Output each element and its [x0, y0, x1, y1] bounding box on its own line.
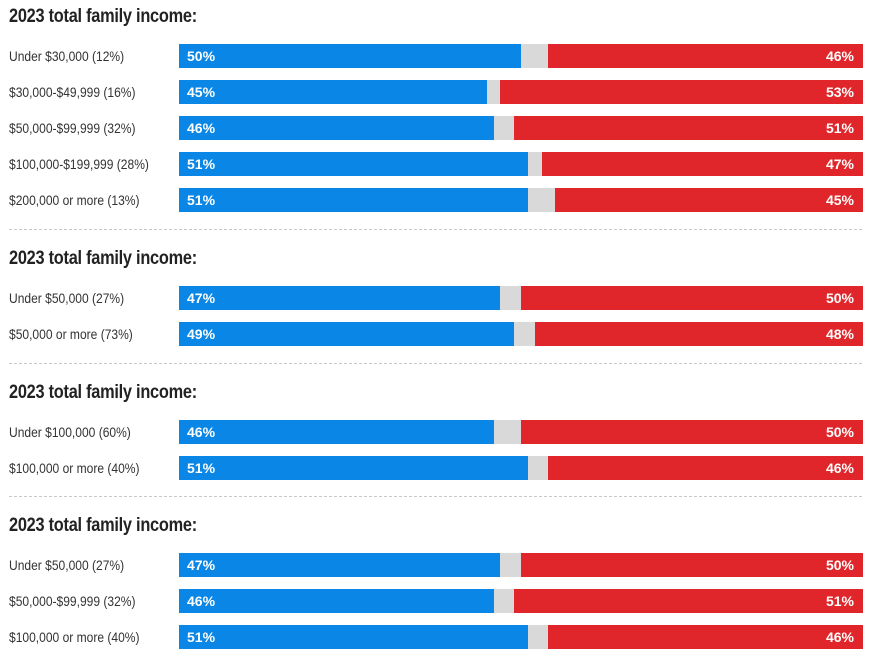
republican-value-label: 45% — [825, 192, 854, 208]
bar-row: Under $50,000 (27%) 47% 50% — [0, 286, 872, 310]
bar-track-other: 47% 50% — [179, 286, 863, 310]
category-label: Under $50,000 (27%) — [9, 290, 125, 306]
republican-bar: 50% — [521, 420, 863, 444]
bar-track-other: 51% 45% — [179, 188, 863, 212]
section-divider — [9, 496, 862, 497]
bar-row: Under $50,000 (27%) 47% 50% — [0, 553, 872, 577]
category-label: $50,000-$99,999 (32%) — [9, 120, 136, 136]
republican-value-label: 50% — [825, 557, 854, 573]
democrat-bar: 46% — [179, 420, 494, 444]
bar-row: Under $100,000 (60%) 46% 50% — [0, 420, 872, 444]
bar-row: $100,000 or more (40%) 51% 46% — [0, 625, 872, 649]
bar-track-other: 46% 51% — [179, 589, 863, 613]
category-label: Under $50,000 (27%) — [9, 557, 125, 573]
republican-value-label: 48% — [825, 326, 854, 342]
bar-track-other: 51% 46% — [179, 456, 863, 480]
category-label: $200,000 or more (13%) — [9, 192, 140, 208]
category-label: Under $100,000 (60%) — [9, 424, 131, 440]
democrat-value-label: 47% — [187, 557, 216, 573]
democrat-value-label: 51% — [187, 156, 216, 172]
democrat-value-label: 49% — [187, 326, 216, 342]
republican-value-label: 46% — [825, 629, 854, 645]
bar-row: $30,000-$49,999 (16%) 45% 53% — [0, 80, 872, 104]
bar-track-other: 51% 46% — [179, 625, 863, 649]
democrat-bar: 45% — [179, 80, 487, 104]
bar-row: $50,000 or more (73%) 49% 48% — [0, 322, 872, 346]
republican-bar: 48% — [534, 322, 863, 346]
bar-track-other: 47% 50% — [179, 553, 863, 577]
republican-bar: 45% — [555, 188, 863, 212]
bar-row: $100,000 or more (40%) 51% 46% — [0, 456, 872, 480]
democrat-bar: 46% — [179, 589, 494, 613]
chart-section: 2023 total family income: Under $100,000 … — [0, 381, 872, 492]
republican-bar: 51% — [514, 589, 863, 613]
bar-track-other: 51% 47% — [179, 152, 863, 176]
category-label: $100,000-$199,999 (28%) — [9, 156, 149, 172]
democrat-value-label: 51% — [187, 192, 216, 208]
republican-value-label: 46% — [825, 48, 854, 64]
democrat-bar: 51% — [179, 456, 528, 480]
category-label: $100,000 or more (40%) — [9, 629, 140, 645]
republican-bar: 46% — [548, 456, 863, 480]
republican-value-label: 46% — [825, 460, 854, 476]
category-label: $30,000-$49,999 (16%) — [9, 84, 136, 100]
category-label: $50,000 or more (73%) — [9, 326, 133, 342]
democrat-bar: 51% — [179, 152, 528, 176]
democrat-value-label: 46% — [187, 120, 216, 136]
section-divider — [9, 229, 862, 230]
republican-bar: 50% — [521, 286, 863, 310]
category-label: $100,000 or more (40%) — [9, 460, 140, 476]
democrat-bar: 47% — [179, 286, 501, 310]
democrat-bar: 46% — [179, 116, 494, 140]
chart-section: 2023 total family income: Under $50,000 (… — [0, 514, 872, 661]
republican-value-label: 50% — [825, 424, 854, 440]
section-title: 2023 total family income: — [9, 382, 197, 403]
democrat-bar: 51% — [179, 625, 528, 649]
republican-bar: 53% — [500, 80, 863, 104]
section-divider — [9, 363, 862, 364]
bar-track-other: 46% 51% — [179, 116, 863, 140]
section-title: 2023 total family income: — [9, 6, 197, 27]
bar-track-other: 50% 46% — [179, 44, 863, 68]
republican-value-label: 53% — [825, 84, 854, 100]
democrat-bar: 47% — [179, 553, 501, 577]
bar-track-other: 49% 48% — [179, 322, 863, 346]
section-title: 2023 total family income: — [9, 515, 197, 536]
bar-row: $50,000-$99,999 (32%) 46% 51% — [0, 589, 872, 613]
bar-row: $200,000 or more (13%) 51% 45% — [0, 188, 872, 212]
republican-value-label: 51% — [825, 593, 854, 609]
bar-row: $50,000-$99,999 (32%) 46% 51% — [0, 116, 872, 140]
republican-value-label: 50% — [825, 290, 854, 306]
democrat-value-label: 50% — [187, 48, 216, 64]
chart-section: 2023 total family income: Under $50,000 (… — [0, 247, 872, 358]
republican-bar: 47% — [541, 152, 863, 176]
republican-bar: 51% — [514, 116, 863, 140]
democrat-value-label: 46% — [187, 593, 216, 609]
democrat-bar: 51% — [179, 188, 528, 212]
bar-row: Under $30,000 (12%) 50% 46% — [0, 44, 872, 68]
democrat-value-label: 51% — [187, 460, 216, 476]
bar-track-other: 46% 50% — [179, 420, 863, 444]
republican-value-label: 47% — [825, 156, 854, 172]
democrat-value-label: 47% — [187, 290, 216, 306]
republican-bar: 46% — [548, 625, 863, 649]
category-label: Under $30,000 (12%) — [9, 48, 125, 64]
republican-value-label: 51% — [825, 120, 854, 136]
democrat-bar: 49% — [179, 322, 515, 346]
bar-track-other: 45% 53% — [179, 80, 863, 104]
democrat-value-label: 51% — [187, 629, 216, 645]
bar-row: $100,000-$199,999 (28%) 51% 47% — [0, 152, 872, 176]
democrat-value-label: 46% — [187, 424, 216, 440]
republican-bar: 50% — [521, 553, 863, 577]
category-label: $50,000-$99,999 (32%) — [9, 593, 136, 609]
democrat-value-label: 45% — [187, 84, 216, 100]
democrat-bar: 50% — [179, 44, 521, 68]
chart-section: 2023 total family income: Under $30,000 (… — [0, 5, 872, 224]
republican-bar: 46% — [548, 44, 863, 68]
section-title: 2023 total family income: — [9, 248, 197, 269]
